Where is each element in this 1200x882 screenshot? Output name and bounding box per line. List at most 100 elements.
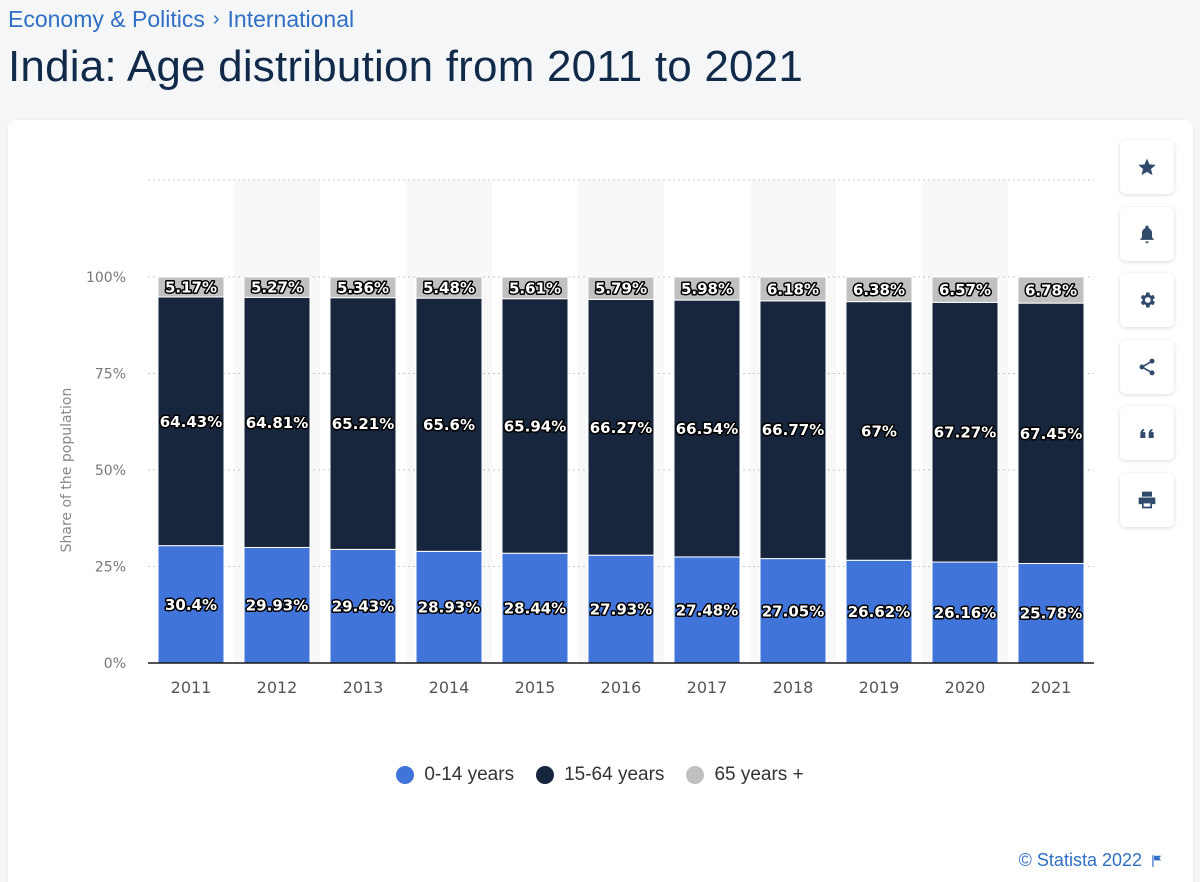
bar-segment[interactable] [1017,302,1085,564]
bar-segment[interactable] [243,276,311,298]
bar-segment[interactable] [415,276,483,299]
bar-segment[interactable] [329,297,397,550]
tool-panel [1120,140,1174,540]
data-label: 29.43% [332,598,394,616]
notification-button[interactable] [1120,206,1174,261]
bar-segment[interactable] [931,301,999,563]
data-label: 5.79% [595,280,647,298]
bar-segment[interactable] [501,276,569,300]
data-label: 6.78% [1025,282,1077,300]
legend-item-65-plus[interactable]: 65 years + [686,764,804,786]
bar-segment[interactable] [759,300,827,560]
bar-segment[interactable] [673,276,741,301]
y-tick-label: 0% [104,656,126,672]
data-label: 27.93% [590,601,652,619]
print-icon [1138,491,1156,509]
breadcrumb: Economy & Politics › International [8,6,354,33]
bar-segment[interactable] [845,301,913,561]
bar-segment[interactable] [587,554,655,664]
bell-icon [1140,225,1154,243]
data-label: 29.93% [246,597,308,615]
x-tick-label: 2020 [945,678,986,697]
stacked-bar-chart: 0% 25% 50% 75% 100% Share of the population 30… [59,179,1094,697]
page-title: India: Age distribution from 2011 to 202… [8,42,804,91]
data-label: 26.16% [934,604,996,622]
bar-segment[interactable] [329,548,397,664]
data-label: 66.54% [676,420,738,438]
legend-item-15-64[interactable]: 15-64 years [536,764,664,786]
flag-icon [1152,854,1162,867]
data-label: 6.18% [767,280,819,298]
gear-icon [1140,292,1155,308]
data-label: 64.81% [246,414,308,432]
print-button[interactable] [1120,472,1174,527]
bar-segment[interactable] [157,545,225,664]
data-label: 25.78% [1020,605,1082,623]
legend-label: 15-64 years [564,764,665,785]
bar-segment[interactable] [673,299,741,558]
chevron-right-icon: › [212,8,220,30]
bar-segment[interactable] [587,298,655,556]
x-tick-label: 2014 [429,678,470,697]
data-label: 5.36% [337,279,389,297]
legend-label: 65 years + [714,764,804,785]
star-icon [1138,158,1156,176]
bar-segment[interactable] [157,296,225,547]
data-label: 5.98% [681,280,733,298]
y-tick-label: 100% [86,270,126,286]
share-icon [1139,358,1155,376]
x-tick-label: 2016 [601,678,642,697]
x-tick-label: 2019 [859,678,900,697]
bar-segment[interactable] [329,276,397,299]
data-label: 5.17% [165,278,217,296]
share-button[interactable] [1120,339,1174,394]
data-label: 30.4% [165,596,217,614]
x-tick-label: 2013 [343,678,384,697]
bar-segment[interactable] [1017,562,1085,664]
data-label: 5.27% [251,279,303,297]
y-tick-label: 50% [95,463,126,479]
x-tick-label: 2012 [257,678,298,697]
settings-button[interactable] [1120,273,1174,328]
bar-segment[interactable] [157,276,225,298]
data-label: 67.27% [934,424,996,442]
breadcrumb-item-international[interactable]: International [227,6,355,32]
bar-segment[interactable] [415,297,483,552]
bar-segment[interactable] [759,558,827,664]
bar-segment[interactable] [415,550,483,664]
bar-segment[interactable] [243,296,311,548]
favorite-button[interactable] [1120,140,1174,194]
bar-segment[interactable] [501,298,569,554]
x-tick-label: 2017 [687,678,728,697]
credit-text: © Statista 2022 [1018,850,1142,870]
data-label: 66.27% [590,419,652,437]
x-tick-label: 2011 [171,678,212,697]
bar-segment[interactable] [243,546,311,664]
legend-item-0-14[interactable]: 0-14 years [396,764,514,786]
data-label: 27.48% [676,601,738,619]
bar-segment[interactable] [931,276,999,303]
cite-button[interactable] [1120,406,1174,461]
data-label: 67.45% [1020,425,1082,443]
bar-segment[interactable] [501,552,569,664]
legend-label: 0-14 years [424,764,515,785]
bar-segment[interactable] [673,556,741,664]
legend-dot [396,766,415,784]
bar-segment[interactable] [845,276,913,303]
data-label: 27.05% [762,602,824,620]
y-axis-title: Share of the population [59,388,75,553]
bar-segment[interactable] [587,276,655,300]
data-label: 5.61% [509,279,561,297]
x-tick-label: 2015 [515,678,556,697]
legend-dot [686,766,705,784]
quote-icon [1140,429,1154,439]
data-label: 6.38% [853,281,905,299]
y-tick-label: 25% [95,560,126,576]
bar-segment[interactable] [845,559,913,664]
data-label: 65.21% [332,415,394,433]
bar-segment[interactable] [1017,276,1085,304]
breadcrumb-item-economy[interactable]: Economy & Politics [8,6,205,32]
data-label: 26.62% [848,603,910,621]
bar-segment[interactable] [759,276,827,302]
source-credit[interactable]: © Statista 2022 [1019,850,1164,871]
